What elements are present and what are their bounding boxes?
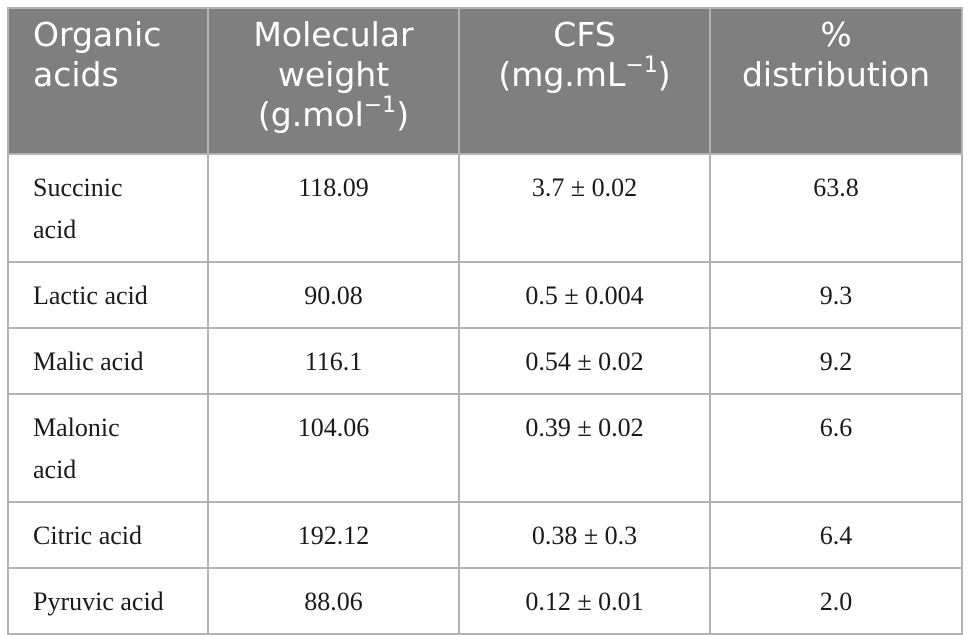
table-row: Malonic acid 104.06 0.39 ± 0.02 6.6 <box>7 393 963 503</box>
table-row: Malic acid 116.1 0.54 ± 0.02 9.2 <box>7 327 963 395</box>
cell-distribution: 63.8 <box>709 153 963 263</box>
cell-molecular-weight: 88.06 <box>207 567 460 635</box>
cell-molecular-weight: 104.06 <box>207 393 460 503</box>
header-molecular-weight: Molecular weight (g.mol−1) <box>207 7 460 155</box>
cell-cfs: 0.5 ± 0.004 <box>458 261 711 329</box>
cell-cfs: 0.39 ± 0.02 <box>458 393 711 503</box>
header-molecular-weight-tail: ) <box>396 95 410 134</box>
cell-molecular-weight: 116.1 <box>207 327 460 395</box>
header-cfs-sup: −1 <box>625 53 658 78</box>
cell-molecular-weight: 118.09 <box>207 153 460 263</box>
header-cfs-tail: ) <box>657 55 671 94</box>
header-molecular-weight-line2: weight <box>277 55 390 94</box>
table-header: Organic acids Molecular weight (g.mol−1)… <box>7 7 963 155</box>
cell-acid-name: Succinic acid <box>7 153 209 263</box>
cell-distribution: 6.4 <box>709 501 963 569</box>
table-body: Succinic acid 118.09 3.7 ± 0.02 63.8 Lac… <box>7 153 963 635</box>
header-organic-acids: Organic acids <box>7 7 209 155</box>
header-organic-acids-line1: Organic <box>33 15 162 54</box>
header-molecular-weight-line1: Molecular <box>253 15 414 54</box>
organic-acids-table-container: Organic acids Molecular weight (g.mol−1)… <box>7 7 963 635</box>
header-distribution-line2: distribution <box>741 55 931 94</box>
header-cfs: CFS (mg.mL−1) <box>458 7 711 155</box>
cell-distribution: 9.3 <box>709 261 963 329</box>
header-row: Organic acids Molecular weight (g.mol−1)… <box>7 7 963 155</box>
header-cfs-line1: CFS <box>553 15 616 54</box>
cell-cfs: 0.12 ± 0.01 <box>458 567 711 635</box>
cell-acid-name: Citric acid <box>7 501 209 569</box>
acid-name-text: Succinic acid <box>33 173 123 244</box>
cell-cfs: 0.54 ± 0.02 <box>458 327 711 395</box>
table-row: Citric acid 192.12 0.38 ± 0.3 6.4 <box>7 501 963 569</box>
table-row: Pyruvic acid 88.06 0.12 ± 0.01 2.0 <box>7 567 963 635</box>
header-organic-acids-line2: acids <box>33 55 119 94</box>
header-distribution-line1: % <box>820 15 852 54</box>
header-molecular-weight-line3: (g.mol <box>257 95 364 134</box>
cell-molecular-weight: 192.12 <box>207 501 460 569</box>
header-distribution: % distribution <box>709 7 963 155</box>
table-row: Lactic acid 90.08 0.5 ± 0.004 9.3 <box>7 261 963 329</box>
cell-acid-name: Lactic acid <box>7 261 209 329</box>
cell-acid-name: Malic acid <box>7 327 209 395</box>
cell-molecular-weight: 90.08 <box>207 261 460 329</box>
cell-distribution: 9.2 <box>709 327 963 395</box>
header-cfs-line2: (mg.mL <box>498 55 626 94</box>
organic-acids-table: Organic acids Molecular weight (g.mol−1)… <box>7 7 963 635</box>
cell-acid-name: Malonic acid <box>7 393 209 503</box>
cell-cfs: 0.38 ± 0.3 <box>458 501 711 569</box>
header-molecular-weight-sup: −1 <box>363 93 397 118</box>
acid-name-text: Malonic acid <box>33 413 120 484</box>
cell-distribution: 2.0 <box>709 567 963 635</box>
cell-cfs: 3.7 ± 0.02 <box>458 153 711 263</box>
cell-distribution: 6.6 <box>709 393 963 503</box>
table-row: Succinic acid 118.09 3.7 ± 0.02 63.8 <box>7 153 963 263</box>
cell-acid-name: Pyruvic acid <box>7 567 209 635</box>
